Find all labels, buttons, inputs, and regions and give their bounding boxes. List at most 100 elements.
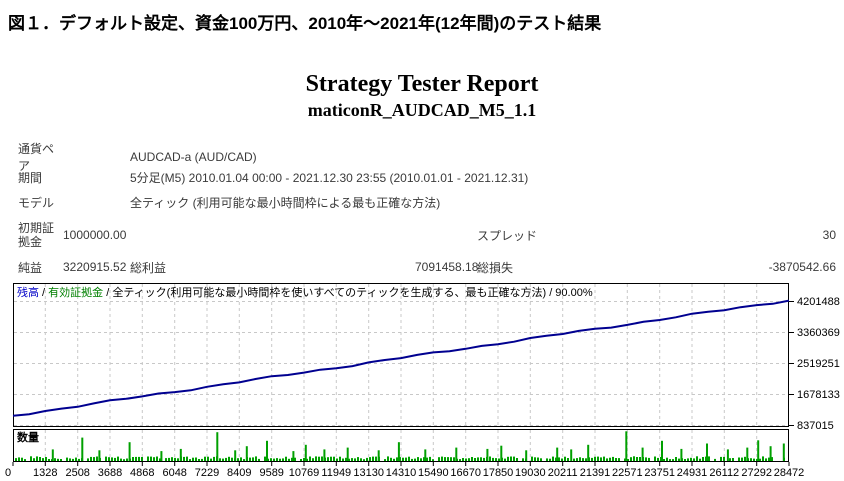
x-axis-label: 21391 <box>580 467 611 479</box>
volume-bar <box>558 457 560 461</box>
volume-bar <box>771 457 773 461</box>
gross-profit-value: 7091458.18 <box>415 260 479 274</box>
volume-spike <box>128 442 131 462</box>
y-axis-label: 837015 <box>797 420 834 432</box>
x-axis-label: 1328 <box>33 467 57 479</box>
balance-chart: 4201488 3360369 2519251 1678133 837015 0 1328 2… <box>0 283 844 481</box>
x-axis-label: 19030 <box>515 467 546 479</box>
volume-bar <box>60 459 62 461</box>
volume-bar <box>21 457 23 461</box>
volume-bar <box>687 458 689 461</box>
volume-bar <box>210 458 212 461</box>
x-axis-label: 2508 <box>65 467 89 479</box>
volume-bar <box>522 458 524 461</box>
volume-bar <box>633 456 635 461</box>
volume-bar <box>630 457 632 461</box>
chart-legend: 残高 / 有効証拠金 / 全ティック(利用可能な最小時間枠を使いすべてのティック… <box>17 285 593 299</box>
volume-bar <box>741 457 743 461</box>
x-axis-label: 9589 <box>259 467 283 479</box>
volume-bar <box>57 458 59 461</box>
volume-bar <box>87 458 89 461</box>
volume-spike <box>587 444 590 461</box>
volume-bar <box>183 456 185 461</box>
volume-bar <box>552 456 554 461</box>
volume-bar <box>213 456 215 461</box>
volume-bar <box>738 457 740 461</box>
volume-bar <box>579 457 581 461</box>
volume-bar <box>258 458 260 461</box>
volume-bar <box>504 458 506 461</box>
volume-bar <box>276 458 278 461</box>
volume-bar <box>690 457 692 461</box>
volume-bar <box>396 457 398 461</box>
volume-bar <box>441 456 443 461</box>
volume-bar <box>447 457 449 461</box>
volume-bar <box>540 458 542 461</box>
x-axis-label: 11949 <box>321 467 351 479</box>
volume-bar <box>675 457 677 461</box>
volume-bar <box>762 456 764 461</box>
initial-deposit-label: 初期証拠金 <box>18 221 55 249</box>
volume-bar <box>114 457 116 461</box>
volume-bar <box>417 457 419 461</box>
volume-bar <box>750 458 752 461</box>
volume-bar <box>732 458 734 461</box>
volume-bar <box>678 458 680 461</box>
legend-balance: 残高 <box>17 285 39 299</box>
volume-bar <box>426 457 428 461</box>
volume-bar <box>282 458 284 461</box>
volume-spike <box>424 449 427 461</box>
volume-bar <box>141 457 143 461</box>
initial-deposit-value: 1000000.00 <box>63 228 127 242</box>
volume-bar <box>138 456 140 461</box>
volume-bar <box>663 459 665 461</box>
volume-bar <box>384 459 386 461</box>
x-axis-label: 22571 <box>612 467 643 479</box>
volume-bar <box>177 458 179 461</box>
volume-bar <box>510 456 512 461</box>
volume-bar <box>132 457 134 461</box>
volume-bar <box>609 457 611 461</box>
x-axis-label: 7229 <box>195 467 219 479</box>
period-label: 期間 <box>18 171 43 185</box>
x-axis-label: 0 <box>5 467 11 479</box>
volume-spike <box>323 449 326 461</box>
volume-bar <box>48 459 50 461</box>
volume-bar <box>189 459 191 461</box>
volume-bar <box>462 458 464 461</box>
table-row-net-profit: 純益 3220915.52 総利益 7091458.18 総損失 -387054… <box>0 255 844 279</box>
volume-bar <box>471 457 473 461</box>
volume-bar <box>408 456 410 461</box>
volume-bar <box>513 456 515 461</box>
volume-bar <box>768 457 770 461</box>
volume-bar <box>696 456 698 461</box>
volume-bar <box>105 456 107 461</box>
volume-bar <box>120 458 122 461</box>
volume-bar <box>624 458 626 461</box>
volume-bar <box>225 457 227 461</box>
volume-bar <box>666 457 668 461</box>
volume-bar <box>405 457 407 461</box>
volume-bar <box>351 458 353 461</box>
volume-spike <box>486 448 489 461</box>
volume-bar <box>480 457 482 461</box>
volume-bar <box>432 459 434 461</box>
volume-bar <box>342 458 344 461</box>
volume-spike <box>726 449 729 461</box>
volume-spike <box>377 450 380 462</box>
table-row-symbol: 通貨ペア AUDCAD-a (AUD/CAD) <box>0 140 844 173</box>
volume-bar <box>582 458 584 461</box>
volume-bar <box>159 458 161 461</box>
volume-bar <box>336 458 338 461</box>
volume-bar <box>366 457 368 461</box>
y-axis-label: 3360369 <box>797 327 840 339</box>
volume-spike <box>746 447 749 461</box>
volume-bar <box>498 458 500 461</box>
volume-bar <box>171 457 173 461</box>
volume-bar <box>207 456 209 461</box>
volume-bar <box>240 457 242 461</box>
volume-bar <box>264 456 266 461</box>
volume-bar <box>150 456 152 461</box>
volume-panel-label: 数量 <box>17 430 39 444</box>
x-axis-label: 15490 <box>418 467 449 479</box>
